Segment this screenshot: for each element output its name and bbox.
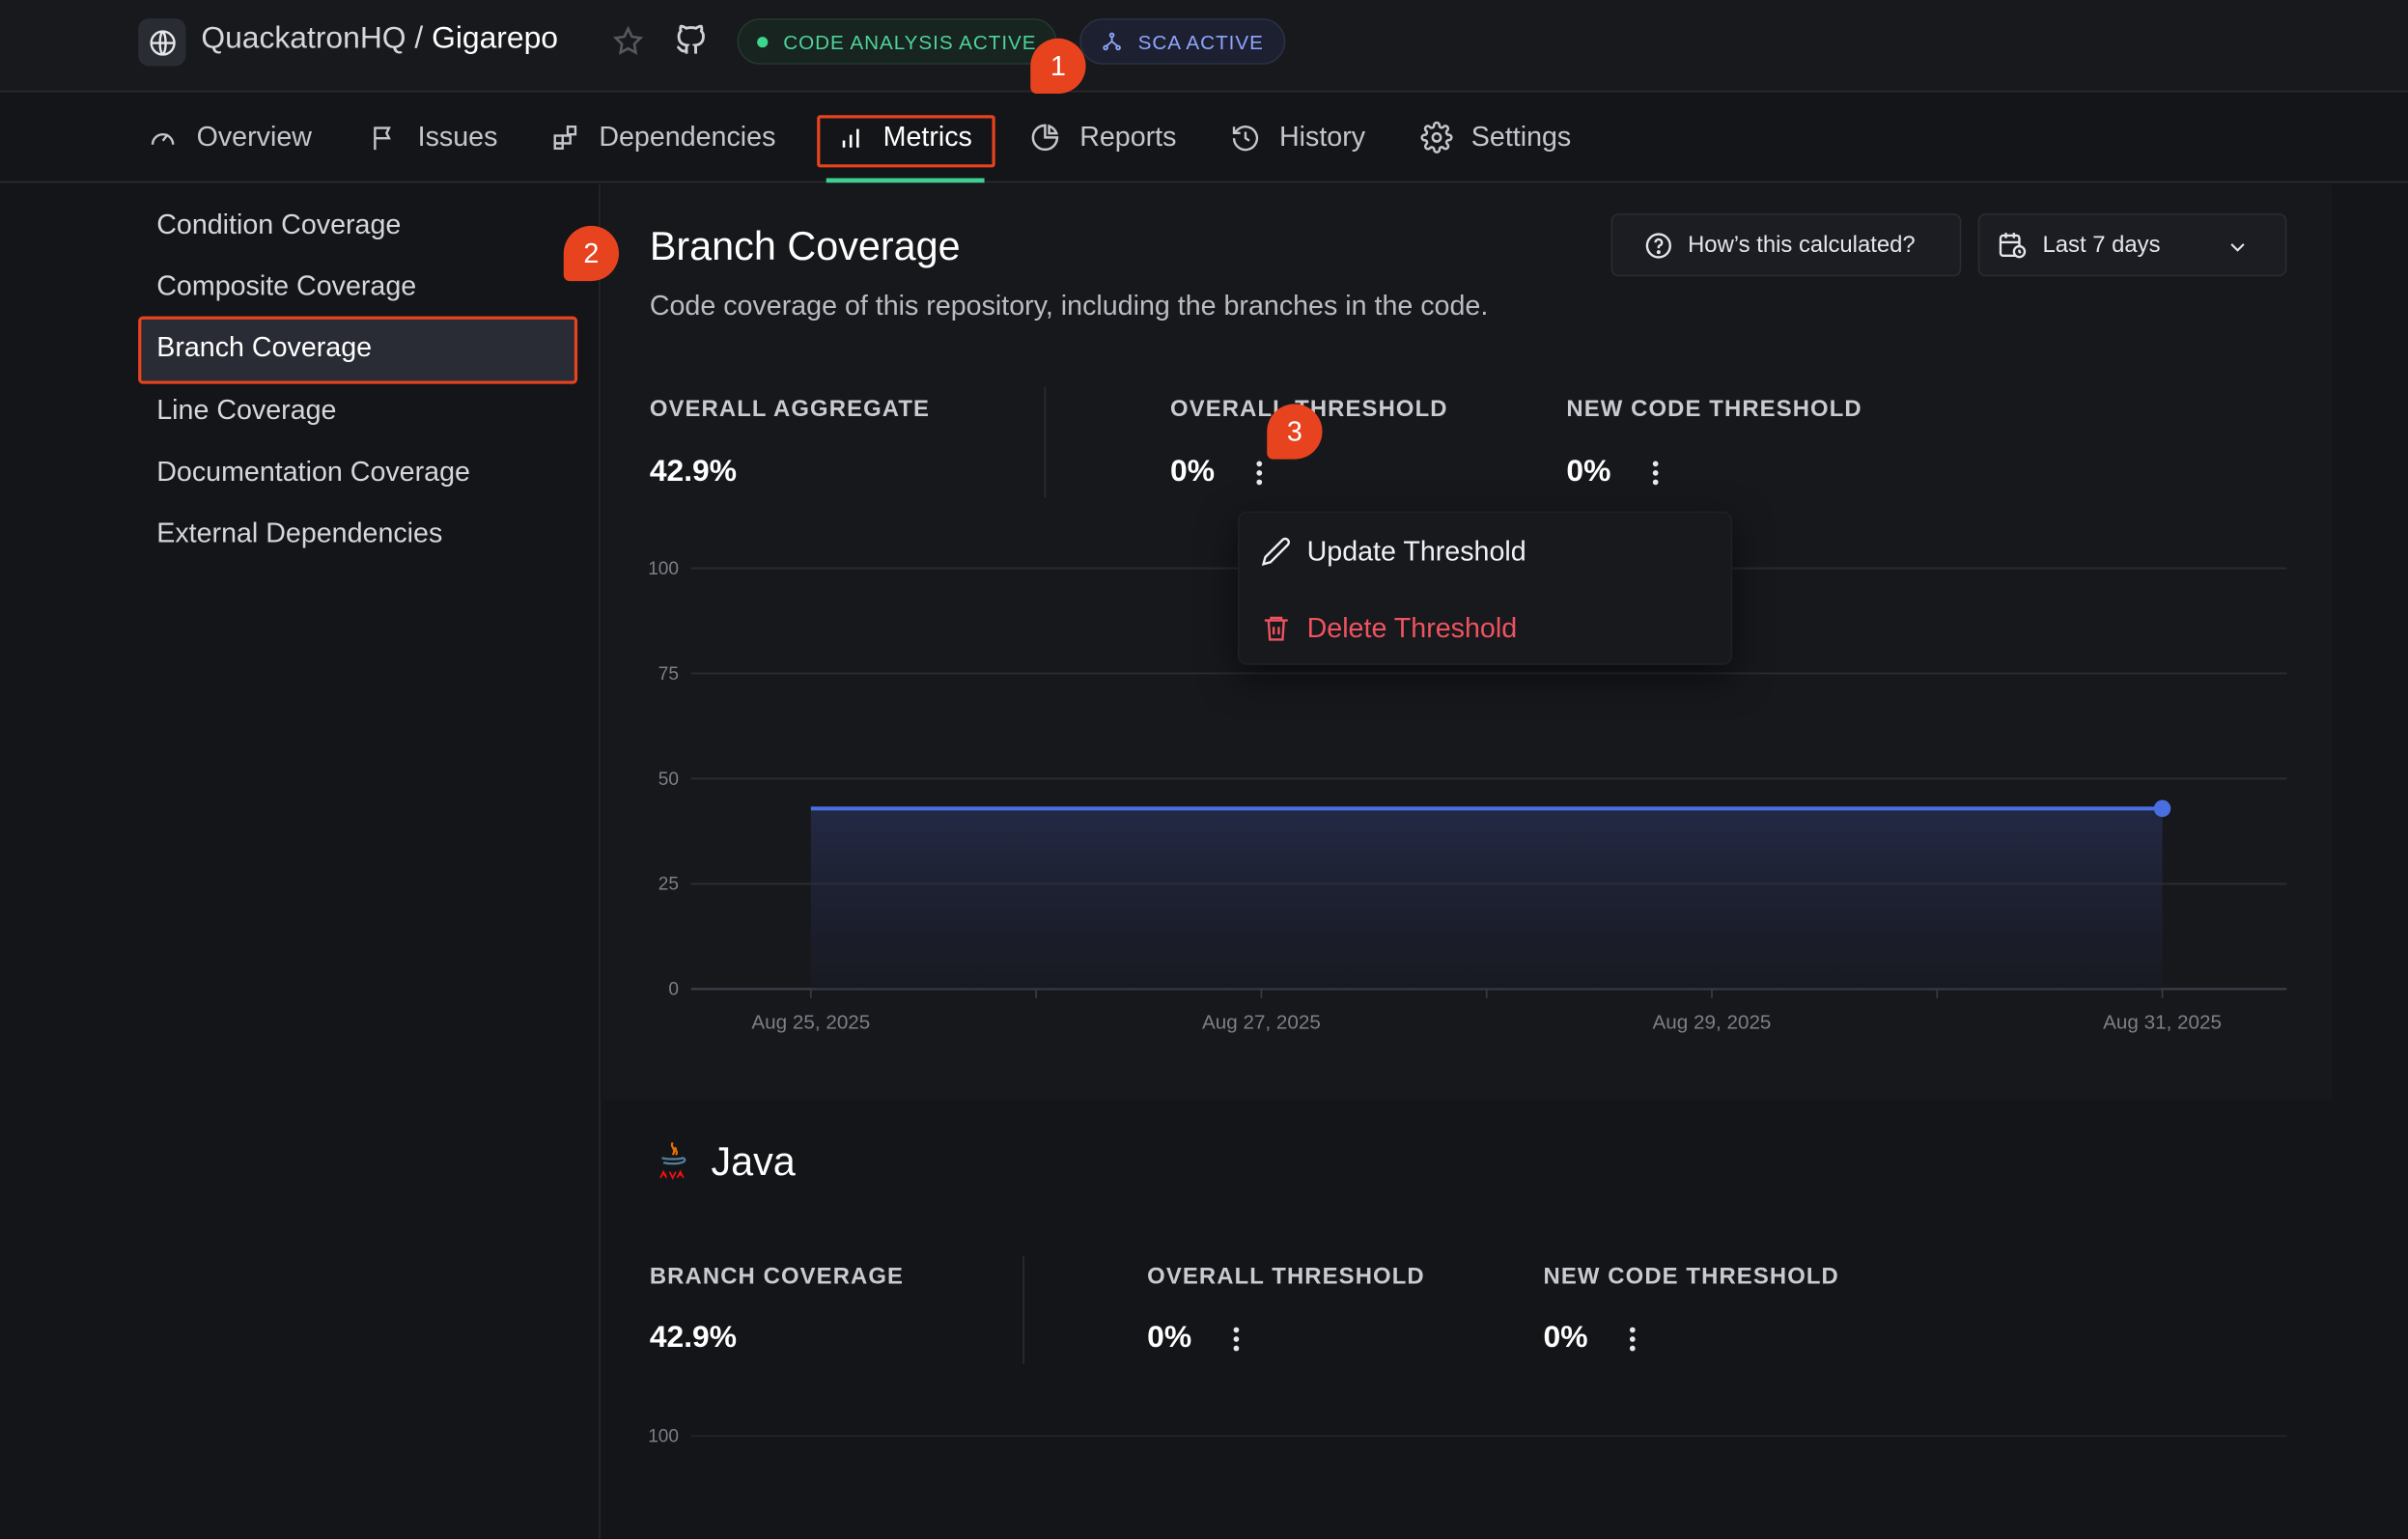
network-icon (1103, 32, 1121, 51)
annotation-marker-2: 2 (563, 225, 620, 282)
y-tick-label: 25 (658, 875, 679, 895)
y-tick-label: 50 (658, 770, 679, 790)
tab-settings[interactable]: Settings (1420, 92, 1571, 182)
tab-bar: Overview Issues Dependencies Metrics Rep… (0, 92, 2408, 183)
date-range-select[interactable]: Last 7 days (1977, 213, 2287, 277)
x-tick-label: Aug 29, 2025 (1653, 1012, 1772, 1034)
sca-badge: SCA ACTIVE (1079, 18, 1286, 65)
tab-history[interactable]: History (1230, 92, 1365, 182)
java-overall-threshold-value: 0% (1147, 1320, 1192, 1355)
help-circle-icon (1645, 232, 1671, 258)
metrics-sidebar (0, 183, 601, 1539)
sidebar-item-external-dependencies[interactable]: External Dependencies (156, 518, 443, 548)
overall-aggregate-label: OVERALL AGGREGATE (649, 396, 931, 423)
java-overall-threshold-menu-icon[interactable] (1222, 1324, 1250, 1355)
overall-threshold-value: 0% (1170, 454, 1216, 489)
github-icon[interactable] (673, 21, 710, 58)
java-new-code-threshold-label: NEW CODE THRESHOLD (1543, 1264, 1839, 1291)
blocks-icon (553, 125, 577, 150)
tab-label: Dependencies (599, 121, 776, 153)
new-code-threshold-menu-icon[interactable] (1641, 458, 1669, 489)
status-dot-icon (757, 36, 769, 47)
java-icon (656, 1139, 689, 1186)
tab-label: Metrics (882, 121, 972, 153)
annotation-marker-1: 1 (1030, 38, 1086, 95)
tab-label: Overview (196, 121, 312, 153)
y-tick-label: 100 (648, 559, 679, 579)
tab-label: Settings (1470, 121, 1572, 153)
top-bar: QuackatronHQ / Gigarepo CODE ANALYSIS AC… (0, 0, 2408, 93)
tab-reports[interactable]: Reports (1029, 92, 1177, 182)
how-calculated-label: How’s this calculated? (1688, 232, 1916, 259)
x-tick-label: Aug 27, 2025 (1202, 1012, 1321, 1034)
star-icon[interactable] (611, 24, 645, 58)
coverage-point (2153, 799, 2171, 818)
calendar-clock-icon (1999, 233, 2027, 259)
repo-breadcrumb: QuackatronHQ / Gigarepo (201, 21, 558, 57)
threshold-dropdown-menu: Update Threshold Delete Threshold (1238, 511, 1733, 665)
delete-threshold-item[interactable]: Delete Threshold (1261, 598, 1517, 659)
history-icon (1232, 125, 1259, 151)
java-branch-coverage-value: 42.9% (649, 1320, 738, 1355)
sidebar-item-composite-coverage[interactable]: Composite Coverage (156, 269, 417, 301)
java-stats-divider (1022, 1256, 1024, 1364)
sidebar-item-condition-coverage[interactable]: Condition Coverage (156, 209, 402, 240)
sca-label: SCA ACTIVE (1137, 30, 1264, 53)
flag-icon (374, 126, 391, 150)
tab-dependencies[interactable]: Dependencies (549, 92, 775, 182)
pencil-icon (1261, 537, 1290, 566)
metrics-tab-highlight (817, 115, 995, 168)
active-tab-indicator (826, 178, 985, 183)
update-threshold-item[interactable]: Update Threshold (1261, 520, 1526, 582)
globe-icon (138, 18, 186, 67)
sidebar-item-documentation-coverage[interactable]: Documentation Coverage (156, 456, 470, 488)
overall-aggregate-value: 42.9% (649, 454, 738, 489)
tab-label: Issues (417, 121, 498, 153)
java-chart: 100 (648, 1427, 2287, 1447)
repo-name[interactable]: Gigarepo (432, 21, 558, 56)
java-section-title: Java (711, 1137, 796, 1185)
tab-label: Reports (1079, 121, 1177, 153)
sidebar-active-highlight (138, 316, 578, 384)
sidebar-item-branch-coverage[interactable]: Branch Coverage (156, 331, 373, 363)
new-code-threshold-label: NEW CODE THRESHOLD (1566, 396, 1862, 423)
y-tick-label: 75 (658, 664, 679, 685)
update-threshold-label: Update Threshold (1306, 535, 1526, 567)
sidebar-item-line-coverage[interactable]: Line Coverage (156, 394, 337, 426)
stats-divider (1044, 386, 1047, 498)
x-tick-label: Aug 25, 2025 (751, 1012, 870, 1034)
pie-chart-icon (1031, 124, 1059, 152)
gear-icon (1420, 121, 1453, 154)
branch-coverage-chart: 0 25 50 75 100 Aug 25, 2025 Aug 27, 2025 Aug 29… (648, 559, 2287, 1034)
java-new-code-threshold-menu-icon[interactable] (1618, 1324, 1646, 1355)
trash-icon (1264, 616, 1288, 641)
gauge-icon (151, 132, 175, 145)
code-analysis-label: CODE ANALYSIS ACTIVE (783, 30, 1037, 53)
breadcrumb-separator: / (414, 21, 424, 56)
how-calculated-button[interactable]: How’s this calculated? (1610, 213, 1962, 277)
java-overall-threshold-label: OVERALL THRESHOLD (1147, 1264, 1425, 1291)
java-y-tick-label: 100 (648, 1427, 679, 1447)
java-branch-coverage-label: BRANCH COVERAGE (649, 1264, 905, 1291)
java-new-code-threshold-value: 0% (1543, 1320, 1588, 1355)
annotation-marker-3: 3 (1267, 404, 1323, 460)
x-tick-label: Aug 31, 2025 (2103, 1012, 2222, 1034)
coverage-area (810, 808, 2163, 990)
tab-issues[interactable]: Issues (369, 92, 498, 182)
page-title: Branch Coverage (649, 222, 961, 269)
bar-chart-icon (842, 127, 859, 147)
y-tick-label: 0 (668, 980, 679, 1000)
delete-threshold-label: Delete Threshold (1306, 611, 1518, 643)
tab-metrics[interactable]: Metrics (837, 92, 972, 182)
tab-label: History (1278, 121, 1366, 153)
date-range-value: Last 7 days (2042, 232, 2161, 259)
tab-overview[interactable]: Overview (148, 92, 312, 182)
page-description: Code coverage of this repository, includ… (649, 290, 1489, 322)
code-analysis-badge: CODE ANALYSIS ACTIVE (737, 18, 1057, 65)
new-code-threshold-value: 0% (1566, 454, 1611, 489)
chevron-down-icon (2230, 243, 2245, 252)
org-link[interactable]: QuackatronHQ (201, 21, 406, 56)
overall-threshold-menu-icon[interactable] (1246, 458, 1274, 489)
